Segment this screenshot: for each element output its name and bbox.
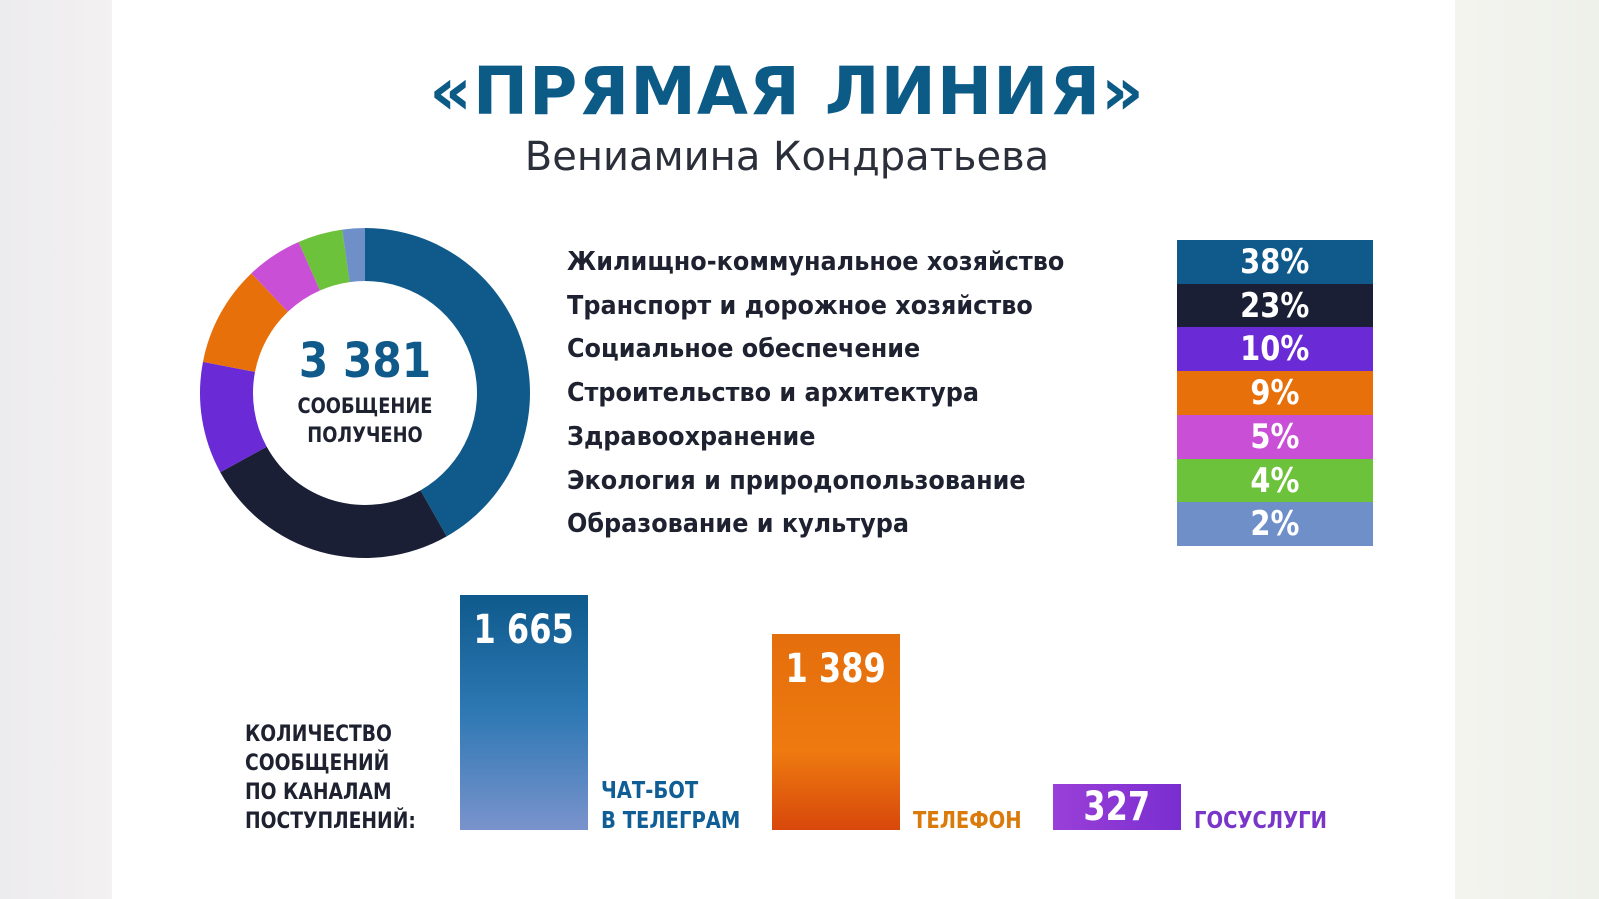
bar-title-line: ПОСТУПЛЕНИЙ: (245, 809, 416, 834)
donut-slice (365, 228, 530, 537)
bar-category-label: ГОСУСЛУГИ (1194, 806, 1327, 836)
percent-value: 2% (1250, 504, 1300, 545)
center-label-1: СООБЩЕНИЕ (297, 394, 433, 418)
donut-slice (298, 229, 350, 291)
donut-slice (342, 228, 365, 283)
percent-value: 38% (1240, 242, 1310, 282)
percent-value: 9% (1250, 373, 1300, 414)
legend-label: Жилищно-коммунальное хозяйство (567, 247, 1065, 277)
donut-slice (202, 273, 288, 372)
percent-badge: 10% (1177, 327, 1373, 372)
percent-value: 5% (1250, 416, 1300, 457)
percent-value: 4% (1250, 460, 1300, 501)
center-label-2: ПОЛУЧЕНО (307, 423, 423, 447)
bar-title-line: СООБЩЕНИЙ (245, 751, 390, 776)
percent-badge: 2% (1177, 502, 1373, 547)
bar: 1 389 (772, 633, 900, 830)
legend-label: Строительство и архитектура (567, 378, 980, 409)
bar-title-line: ПО КАНАЛАМ (245, 780, 392, 805)
donut-center: 3 381 СООБЩЕНИЕ ПОЛУЧЕНО (245, 330, 485, 450)
percent-badge: 9% (1177, 371, 1373, 416)
page-subtitle: Вениамина Кондратьева (524, 134, 1050, 180)
percent-badge: 38% (1177, 240, 1373, 284)
donut-slice (200, 361, 267, 473)
bar-value: 1 665 (473, 607, 575, 653)
bar-value: 1 389 (785, 645, 887, 692)
bar: 1 665 (460, 595, 588, 830)
legend-label: Экология и природопользование (567, 465, 1026, 496)
legend-label: Транспорт и дорожное хозяйство (567, 290, 1033, 321)
percent-badge: 4% (1177, 458, 1373, 503)
percent-value: 23% (1240, 285, 1310, 326)
bar-category-label: ЧАТ-БОТ В ТЕЛЕГРАМ (601, 776, 740, 836)
legend-label: Образование и культура (567, 509, 910, 540)
percent-badge: 5% (1177, 414, 1373, 459)
bar-category-label: ТЕЛЕФОН (913, 806, 1022, 836)
percent-badge: 23% (1177, 283, 1373, 328)
donut-slice (220, 446, 447, 558)
total-count: 3 381 (298, 333, 432, 389)
bar: 327 (1053, 783, 1181, 830)
bar-category-line: ГОСУСЛУГИ (1194, 808, 1327, 834)
bar-chart-title: КОЛИЧЕСТВО СООБЩЕНИЙ ПО КАНАЛАМ ПОСТУПЛЕ… (245, 720, 416, 836)
legend-label: Социальное обеспечение (567, 334, 921, 365)
bar-category-line: ЧАТ-БОТ (601, 778, 699, 804)
page-title: «ПРЯМАЯ ЛИНИЯ» (429, 53, 1145, 130)
bar-title-line: КОЛИЧЕСТВО (245, 722, 392, 747)
percent-value: 10% (1240, 329, 1310, 370)
bar-category-line: В ТЕЛЕГРАМ (601, 808, 741, 834)
donut-chart (200, 228, 530, 558)
bar-category-line: ТЕЛЕФОН (913, 808, 1022, 834)
donut-slice (251, 241, 320, 312)
bar-value: 327 (1083, 783, 1151, 830)
legend-label: Здравоохранение (567, 421, 816, 452)
